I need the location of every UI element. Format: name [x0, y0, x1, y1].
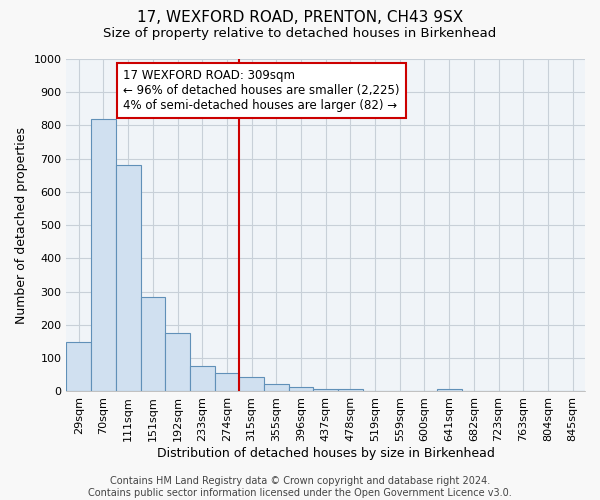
Bar [67, 342, 91, 392]
Bar [264, 384, 289, 392]
Text: 17, WEXFORD ROAD, PRENTON, CH43 9SX: 17, WEXFORD ROAD, PRENTON, CH43 9SX [137, 10, 463, 25]
Bar [116, 166, 140, 392]
Bar [190, 366, 215, 392]
X-axis label: Distribution of detached houses by size in Birkenhead: Distribution of detached houses by size … [157, 447, 494, 460]
Bar [215, 373, 239, 392]
Bar [239, 377, 264, 392]
Bar [289, 387, 313, 392]
Bar [91, 119, 116, 392]
Text: 17 WEXFORD ROAD: 309sqm
← 96% of detached houses are smaller (2,225)
4% of semi-: 17 WEXFORD ROAD: 309sqm ← 96% of detache… [123, 69, 400, 112]
Bar [437, 389, 461, 392]
Bar [313, 389, 338, 392]
Text: Size of property relative to detached houses in Birkenhead: Size of property relative to detached ho… [103, 28, 497, 40]
Text: Contains HM Land Registry data © Crown copyright and database right 2024.
Contai: Contains HM Land Registry data © Crown c… [88, 476, 512, 498]
Y-axis label: Number of detached properties: Number of detached properties [15, 126, 28, 324]
Bar [338, 389, 363, 392]
Bar [140, 296, 165, 392]
Bar [165, 334, 190, 392]
